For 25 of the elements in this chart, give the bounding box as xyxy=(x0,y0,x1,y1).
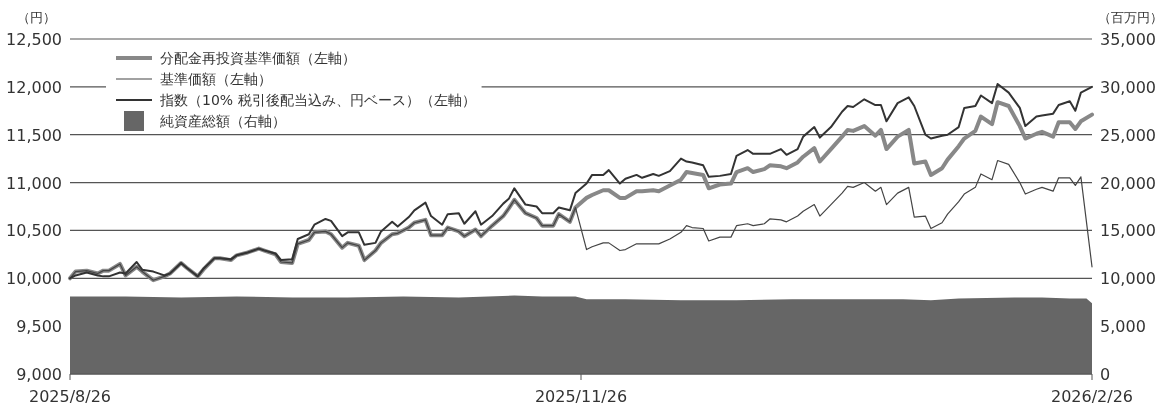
y-tick-label: 11,000 xyxy=(6,173,62,193)
y2-tick-label: 5,000 xyxy=(1100,317,1146,337)
y2-tick-label: 25,000 xyxy=(1100,125,1156,145)
y-tick-label: 9,000 xyxy=(16,365,62,384)
y-tick-label: 10,000 xyxy=(6,269,62,289)
x-tick-label: 2025/8/26 xyxy=(28,387,112,406)
y-tick-label: 9,500 xyxy=(16,317,62,337)
legend-label: 純資産総額（右軸） xyxy=(160,113,286,129)
y-tick-label: 12,000 xyxy=(6,77,62,97)
y2-tick-label: 20,000 xyxy=(1100,173,1156,193)
legend-label: 指数（10% 税引後配当込み、円ベース）（左軸） xyxy=(159,92,476,108)
x-tick-label: 2025/11/26 xyxy=(534,387,628,406)
y2-axis-title: （百万円） xyxy=(1097,10,1162,25)
x-tick-label: 2026/2/26 xyxy=(1050,387,1134,406)
y2-tick-label: 10,000 xyxy=(1100,269,1156,289)
y-axis-title: （円） xyxy=(16,10,56,25)
y2-tick-label: 35,000 xyxy=(1100,30,1156,49)
y2-tick-label: 0 xyxy=(1100,365,1111,384)
y-tick-label: 11,500 xyxy=(6,125,62,145)
y2-tick-label: 30,000 xyxy=(1100,77,1156,97)
legend-label: 分配金再投資基準価額（左軸） xyxy=(160,50,356,66)
y-tick-label: 12,500 xyxy=(6,30,62,49)
y2-tick-label: 15,000 xyxy=(1100,221,1156,241)
legend-label: 基準価額（左軸） xyxy=(160,71,272,87)
y-tick-label: 10,500 xyxy=(6,221,62,241)
